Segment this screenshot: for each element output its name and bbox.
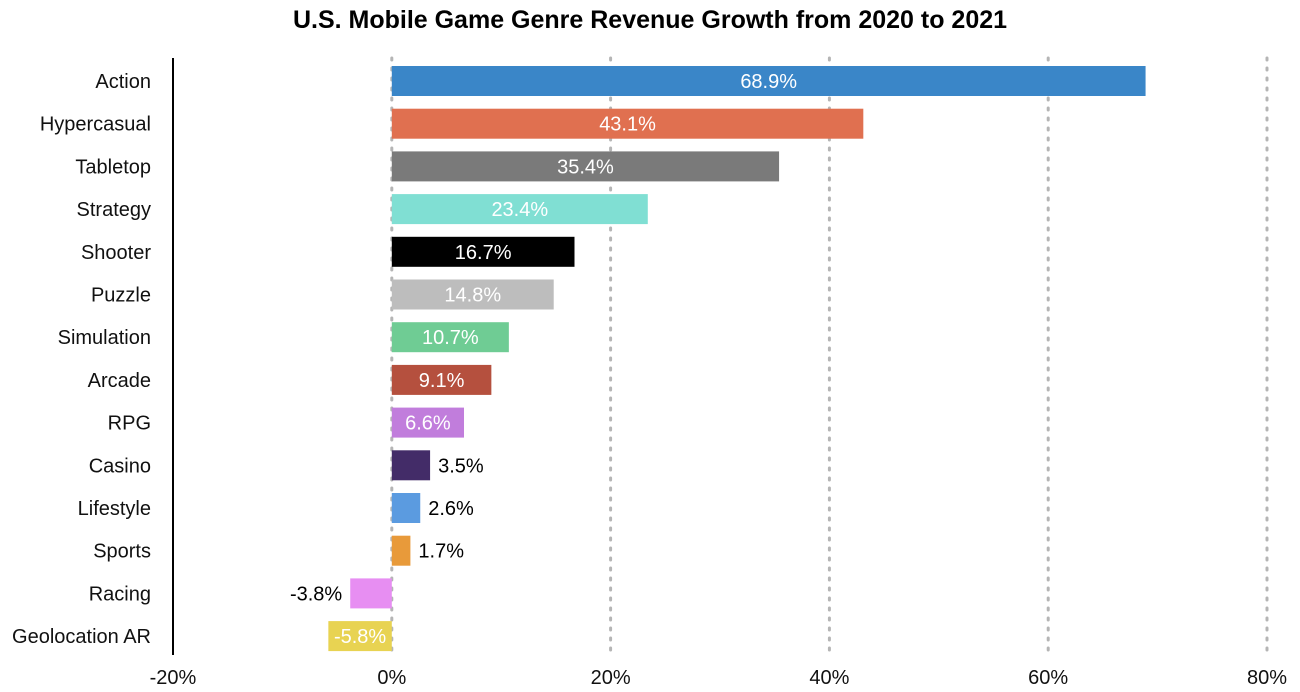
category-label: Geolocation AR xyxy=(12,626,151,648)
data-label: 3.5% xyxy=(438,455,484,477)
bar xyxy=(391,108,864,139)
bar xyxy=(391,493,421,523)
category-label: Simulation xyxy=(58,327,151,349)
data-label: 35.4% xyxy=(557,156,614,178)
bar xyxy=(391,322,509,353)
category-label: Casino xyxy=(89,455,151,477)
bar xyxy=(391,236,575,267)
category-label: Puzzle xyxy=(91,285,151,307)
data-label: -5.8% xyxy=(334,626,386,648)
bar xyxy=(391,279,554,310)
x-tick-label: 20% xyxy=(591,667,631,689)
bar xyxy=(328,621,392,652)
data-label: 10.7% xyxy=(422,327,479,349)
data-label: -3.8% xyxy=(290,583,342,605)
data-label: 16.7% xyxy=(455,242,512,264)
category-label: Racing xyxy=(89,583,151,605)
data-label: 9.1% xyxy=(419,370,465,392)
bar xyxy=(391,194,648,225)
bar xyxy=(391,407,465,438)
chart-title: U.S. Mobile Game Genre Revenue Growth fr… xyxy=(292,6,1008,34)
bar xyxy=(391,66,1146,96)
category-label: Lifestyle xyxy=(78,498,151,520)
data-label: 1.7% xyxy=(418,541,464,563)
data-label: 43.1% xyxy=(599,114,656,136)
category-label: RPG xyxy=(108,413,151,435)
data-label: 2.6% xyxy=(428,498,474,520)
data-label: 23.4% xyxy=(491,199,548,221)
data-label: 68.9% xyxy=(740,71,797,93)
bar xyxy=(350,578,392,609)
bar xyxy=(391,535,411,566)
x-tick-label: 80% xyxy=(1247,667,1287,689)
category-label: Arcade xyxy=(88,370,151,392)
category-label: Sports xyxy=(93,541,151,563)
x-tick-label: 40% xyxy=(809,667,849,689)
category-label: Action xyxy=(95,71,151,93)
x-tick-label: 0% xyxy=(377,667,406,689)
bar xyxy=(391,364,492,395)
data-label: 6.6% xyxy=(405,413,451,435)
category-label: Strategy xyxy=(77,199,151,221)
data-label: 14.8% xyxy=(444,285,501,307)
bar xyxy=(391,450,431,481)
category-label: Tabletop xyxy=(75,156,151,178)
category-label: Hypercasual xyxy=(40,114,151,136)
x-tick-label: -20% xyxy=(150,667,197,689)
bar xyxy=(391,151,780,182)
x-tick-label: 60% xyxy=(1028,667,1068,689)
category-label: Shooter xyxy=(81,242,151,264)
